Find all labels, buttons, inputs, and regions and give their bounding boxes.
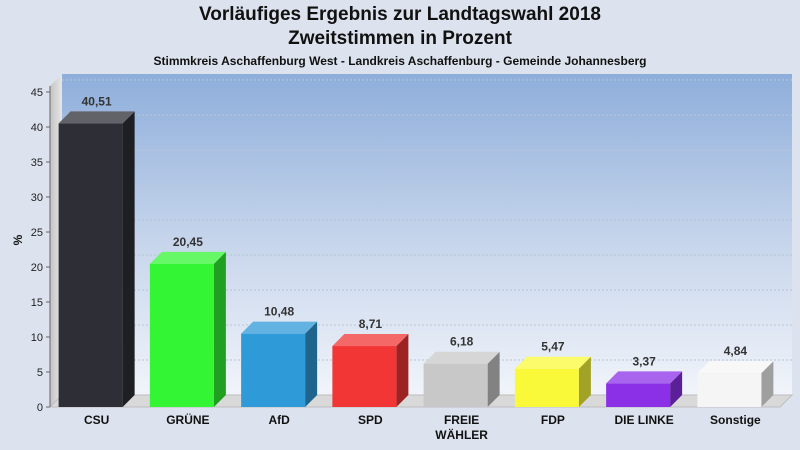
- bars: [58, 111, 774, 408]
- bar-front: [423, 363, 488, 407]
- bar-side: [578, 356, 591, 407]
- category-label: WÄHLER: [435, 427, 488, 442]
- bar-top: [241, 321, 318, 334]
- bar-front: [514, 368, 579, 407]
- bar-side: [487, 351, 500, 407]
- y-tick-label: 0: [37, 402, 43, 414]
- bar-front: [332, 346, 397, 407]
- chart-title: Vorläufiges Ergebnis zur Landtagswahl 20…: [199, 4, 601, 25]
- bar-top: [149, 251, 226, 264]
- bar-top: [423, 351, 500, 364]
- value-label: 5,47: [541, 340, 565, 354]
- value-label: 6,18: [450, 335, 474, 349]
- bar-front: [697, 373, 762, 407]
- y-tick-label: 10: [31, 332, 43, 344]
- chart-region-subtitle: Stimmkreis Aschaffenburg West - Landkrei…: [153, 54, 647, 68]
- bar-spd: [332, 334, 409, 407]
- bar-top: [606, 371, 683, 384]
- value-label: 4,84: [724, 344, 748, 358]
- bar-grüne: [149, 251, 226, 407]
- y-axis: 0 5 10 15 20 25 30 35 40 45: [31, 86, 51, 414]
- bar-die-linke: [606, 371, 683, 407]
- bar-front: [606, 383, 671, 407]
- category-label: Sonstige: [710, 413, 761, 427]
- bar-side: [213, 251, 226, 407]
- value-label: 8,71: [359, 317, 383, 331]
- bar-front: [58, 123, 123, 408]
- bar-side: [396, 334, 409, 407]
- category-label: SPD: [358, 413, 383, 427]
- bar-fdp: [514, 356, 591, 407]
- category-label: CSU: [84, 413, 109, 427]
- bar-sonstige: [697, 361, 774, 407]
- value-label: 20,45: [173, 235, 203, 249]
- bar-side: [305, 321, 318, 407]
- value-label: 3,37: [632, 354, 656, 368]
- y-tick-label: 25: [31, 227, 43, 239]
- bar-side: [122, 111, 135, 408]
- value-label: 40,51: [82, 94, 112, 108]
- bar-side: [670, 371, 683, 407]
- bar-front: [149, 263, 214, 407]
- bar-top: [332, 334, 409, 347]
- y-tick-label: 35: [31, 157, 43, 169]
- bar-top: [697, 361, 774, 374]
- bar-front: [241, 333, 306, 407]
- category-label: FDP: [541, 413, 565, 427]
- bar-afd: [241, 321, 318, 407]
- bar-top: [514, 356, 591, 369]
- category-label: DIE LINKE: [614, 413, 673, 427]
- category-label: AfD: [268, 413, 290, 427]
- bar-freie-wähler: [423, 351, 500, 407]
- value-label: 10,48: [264, 305, 294, 319]
- category-label: GRÜNE: [166, 412, 209, 427]
- y-tick-label: 30: [31, 192, 43, 204]
- bar-side: [761, 361, 774, 407]
- y-tick-label: 5: [37, 367, 43, 379]
- y-axis-label: %: [11, 234, 25, 245]
- bar-csu: [58, 111, 135, 408]
- category-label: FREIE: [444, 413, 479, 427]
- y-tick-label: 45: [31, 87, 43, 99]
- y-tick-label: 20: [31, 262, 43, 274]
- bar-top: [58, 111, 135, 124]
- y-tick-label: 40: [31, 122, 43, 134]
- chart-subtitle: Zweitstimmen in Prozent: [288, 28, 512, 49]
- value-labels: 40,51 20,45 10,48 8,71 6,18 5,47 3,37 4,84: [82, 94, 748, 368]
- y-tick-label: 15: [31, 297, 43, 309]
